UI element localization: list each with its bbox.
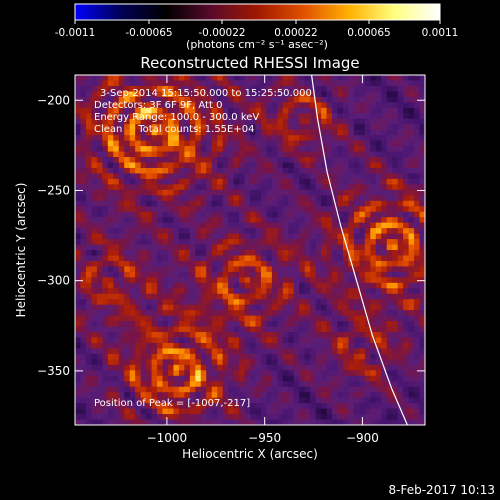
heatmap-image: [75, 75, 425, 425]
x-tick-label: −900: [346, 431, 379, 445]
chart-title: Reconstructed RHESSI Image: [140, 54, 359, 72]
annotation-total-counts: Clean Total counts: 1.55E+04: [94, 124, 254, 135]
x-tick-label: −950: [248, 431, 281, 445]
y-tick-label: −300: [37, 274, 70, 288]
solar-limb-curve: [311, 75, 408, 425]
x-axis-ticks: −1000 −950 −900: [147, 75, 379, 445]
annotation-detectors: Detectors: 3F 6F 9F, Att 0: [94, 100, 222, 111]
y-tick-label: −200: [37, 93, 70, 107]
colorbar-tick-label: -0.00065: [125, 27, 172, 39]
y-tick-label: −250: [37, 183, 70, 197]
annotation-peak-position: Position of Peak = [-1007,-217]: [94, 398, 250, 409]
colorbar: [74, 3, 441, 21]
y-axis-ticks: −200 −250 −300 −350: [37, 93, 425, 378]
plot-frame: [74, 74, 426, 426]
colorbar-tick-label: 0.00022: [274, 27, 317, 39]
colorbar-tick-label: 0.00065: [347, 27, 390, 39]
y-axis-label: Heliocentric Y (arcsec): [14, 183, 28, 318]
colorbar-ticks: -0.0011 -0.00065 -0.00022 0.00022 0.00065 0.0…: [55, 20, 459, 39]
y-tick-label: −350: [37, 364, 70, 378]
colorbar-tick-label: -0.00022: [198, 27, 245, 39]
footer-timestamp: 8-Feb-2017 10:13: [389, 483, 495, 497]
annotation-time-range: 3-Sep-2014 15:15:50.000 to 15:25:50.000: [100, 88, 312, 99]
colorbar-tick-label: -0.0011: [55, 27, 96, 39]
colorbar-units: (photons cm⁻² s⁻¹ asec⁻²): [186, 38, 328, 51]
colorbar-tick-label: 0.0011: [422, 27, 459, 39]
x-axis-label: Heliocentric X (arcsec): [182, 447, 318, 461]
annotation-energy-range: Energy Range: 100.0 - 300.0 keV: [94, 112, 259, 123]
x-tick-label: −1000: [147, 431, 188, 445]
